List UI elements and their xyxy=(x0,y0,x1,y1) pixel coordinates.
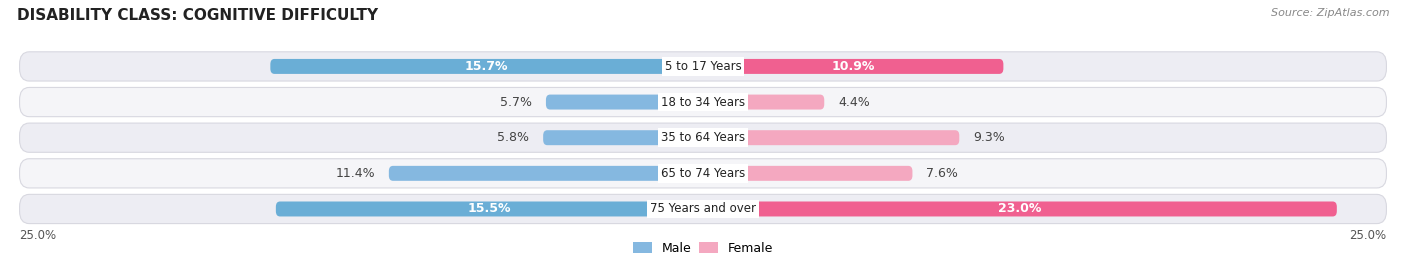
Text: 35 to 64 Years: 35 to 64 Years xyxy=(661,131,745,144)
FancyBboxPatch shape xyxy=(20,52,1386,81)
FancyBboxPatch shape xyxy=(20,87,1386,117)
Text: 7.6%: 7.6% xyxy=(927,167,957,180)
Text: 23.0%: 23.0% xyxy=(998,202,1042,215)
FancyBboxPatch shape xyxy=(703,59,1004,74)
FancyBboxPatch shape xyxy=(543,130,703,145)
FancyBboxPatch shape xyxy=(546,94,703,110)
FancyBboxPatch shape xyxy=(20,194,1386,224)
Text: 18 to 34 Years: 18 to 34 Years xyxy=(661,96,745,109)
Text: 9.3%: 9.3% xyxy=(973,131,1005,144)
Text: 5.8%: 5.8% xyxy=(498,131,530,144)
FancyBboxPatch shape xyxy=(703,166,912,181)
Text: 10.9%: 10.9% xyxy=(831,60,875,73)
Text: 75 Years and over: 75 Years and over xyxy=(650,202,756,215)
Text: 25.0%: 25.0% xyxy=(1350,229,1386,242)
Text: 25.0%: 25.0% xyxy=(20,229,56,242)
Text: 11.4%: 11.4% xyxy=(336,167,375,180)
Text: 15.5%: 15.5% xyxy=(468,202,512,215)
Legend: Male, Female: Male, Female xyxy=(628,237,778,260)
FancyBboxPatch shape xyxy=(703,201,1337,217)
FancyBboxPatch shape xyxy=(20,123,1386,152)
Text: 15.7%: 15.7% xyxy=(465,60,509,73)
FancyBboxPatch shape xyxy=(276,201,703,217)
FancyBboxPatch shape xyxy=(389,166,703,181)
Text: 4.4%: 4.4% xyxy=(838,96,870,109)
FancyBboxPatch shape xyxy=(270,59,703,74)
Text: DISABILITY CLASS: COGNITIVE DIFFICULTY: DISABILITY CLASS: COGNITIVE DIFFICULTY xyxy=(17,8,378,23)
Text: 5.7%: 5.7% xyxy=(501,96,531,109)
FancyBboxPatch shape xyxy=(703,130,959,145)
Text: 5 to 17 Years: 5 to 17 Years xyxy=(665,60,741,73)
FancyBboxPatch shape xyxy=(20,159,1386,188)
Text: Source: ZipAtlas.com: Source: ZipAtlas.com xyxy=(1271,8,1389,18)
Text: 65 to 74 Years: 65 to 74 Years xyxy=(661,167,745,180)
FancyBboxPatch shape xyxy=(703,94,824,110)
